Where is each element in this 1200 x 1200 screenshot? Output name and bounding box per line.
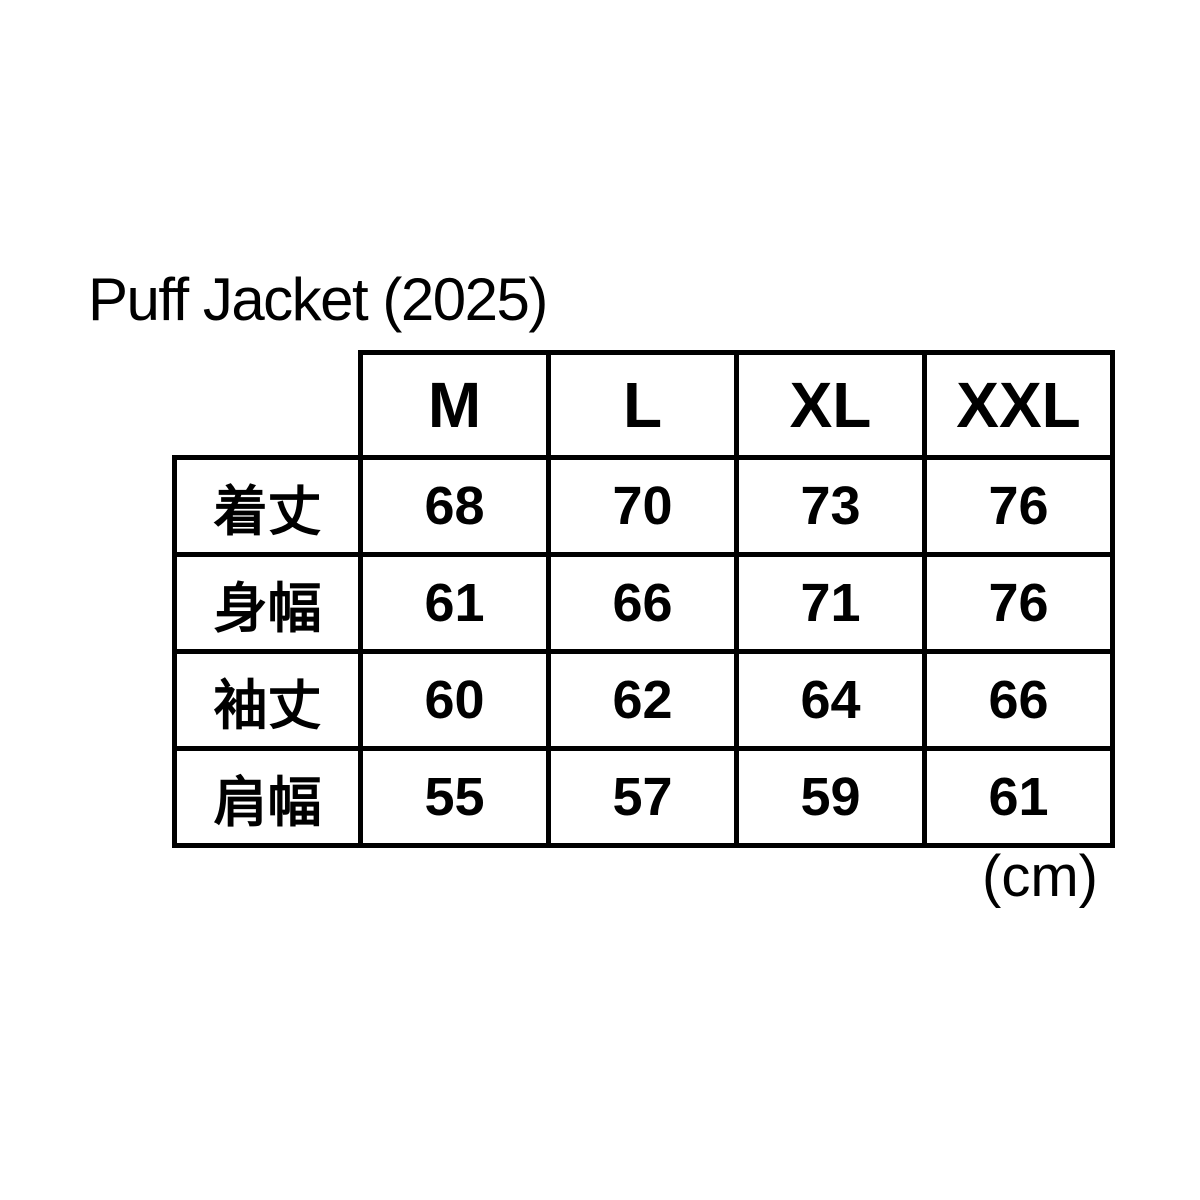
table-cell: 61 — [922, 746, 1115, 848]
table-cell: 71 — [734, 552, 927, 654]
row-label-body-length: 着丈 — [172, 455, 363, 557]
table-cell: 70 — [546, 455, 739, 557]
column-header-l: L — [546, 350, 739, 460]
column-header-m: M — [358, 350, 551, 460]
size-header-row: M L XL XXL — [174, 350, 1115, 460]
table-row-body-width: 身幅 61 66 71 76 — [172, 552, 1115, 654]
table-cell: 59 — [734, 746, 927, 848]
table-cell: 62 — [546, 649, 739, 751]
table-cell: 66 — [922, 649, 1115, 751]
table-cell: 61 — [358, 552, 551, 654]
unit-note: (cm) — [982, 844, 1098, 909]
table-row-shoulder-width: 肩幅 55 57 59 61 — [172, 746, 1115, 848]
column-header-xxl: XXL — [922, 350, 1115, 460]
table-cell: 68 — [358, 455, 551, 557]
table-cell: 60 — [358, 649, 551, 751]
table-cell: 55 — [358, 746, 551, 848]
row-label-body-width: 身幅 — [172, 552, 363, 654]
table-cell: 73 — [734, 455, 927, 557]
table-cell: 57 — [546, 746, 739, 848]
table-row-sleeve-length: 袖丈 60 62 64 66 — [172, 649, 1115, 751]
table-cell: 76 — [922, 552, 1115, 654]
table-row-body-length: 着丈 68 70 73 76 — [172, 455, 1115, 557]
column-header-xl: XL — [734, 350, 927, 460]
row-label-sleeve-length: 袖丈 — [172, 649, 363, 751]
page-title: Puff Jacket (2025) — [88, 266, 548, 333]
row-label-shoulder-width: 肩幅 — [172, 746, 363, 848]
size-chart-table: M L XL XXL 着丈 68 70 73 76 身幅 61 66 71 76… — [172, 350, 1115, 848]
table-cell: 76 — [922, 455, 1115, 557]
table-cell: 64 — [734, 649, 927, 751]
table-cell: 66 — [546, 552, 739, 654]
corner-empty-cell — [174, 352, 361, 458]
